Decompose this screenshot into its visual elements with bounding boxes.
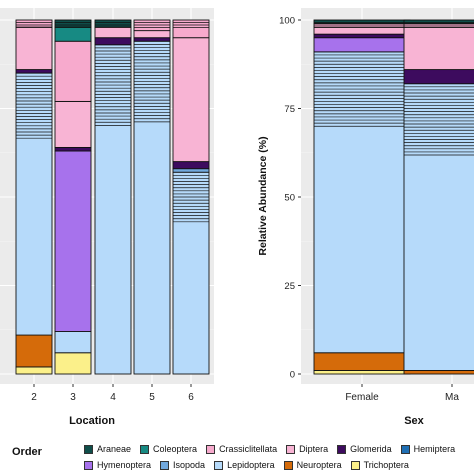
bar-segment-4-lepidoptera [94,44,132,375]
bar-segment-2-glomerida [15,69,53,74]
legend-swatch [84,460,93,470]
legend-swatch [350,460,360,470]
sex-chart: Female Ma 0 25 50 75 100 Relative Abundance (%)… [257,8,474,427]
bar-segment-female-diptera [313,26,411,35]
legend-item-araneae: Araneae [84,444,131,454]
x-axis-title: Location [69,415,115,427]
bar-segment-6-glomerida [172,161,210,170]
legend-label: Hemiptera [413,444,456,454]
legend-swatch [160,460,170,470]
bar-segment-4-araneae [94,19,132,28]
legend-label: Araneae [97,444,132,454]
bar-segment-2-crassiclitellata [15,19,53,28]
legend-label: Lepidoptera [227,460,275,470]
y-tick-label: 50 [284,193,295,204]
bar-segment-6-lepidoptera [172,171,210,375]
legend-label: Crassiclitellata [219,444,278,454]
legend-label: Isopoda [173,460,206,470]
x-tick-label: 3 [70,392,76,403]
legend-item-diptera: Diptera [286,444,328,454]
bar-segment-2-lepidoptera [15,72,53,336]
bar-segment-female-araneae [313,19,411,24]
bar-segment-3-glomerida [54,146,92,152]
bar-segment-5-diptera [133,30,171,39]
bar-segment-ma-diptera [403,26,474,71]
legend-label: Hymenoptera [97,460,152,470]
bar-segment-6-crassiclitellata [172,19,210,39]
bar-segment-3-diptera [54,100,92,148]
legend-label: Coleoptera [153,444,198,454]
legend-row-2: Hymenoptera Isopoda Lepidoptera Neuroptera T… [84,460,409,470]
bar-segment-3-coleoptera [54,26,92,42]
legend-label: Neuroptera [296,460,342,470]
bar-segment-3-hymenoptera [54,150,92,332]
y-tick-label: 75 [284,104,295,115]
legend-label: Glomerida [350,444,392,454]
x-tick-label: 2 [31,392,37,403]
bar-segment-3-trichoptera [54,352,92,375]
bar-segment-6-isopoda [172,168,210,173]
legend-swatch [400,444,410,454]
x-tick-label: 4 [110,392,116,403]
bar-segment-2-neuroptera [15,334,53,368]
x-tick-label: 6 [188,392,194,403]
y-tick-label: 0 [290,370,295,381]
bar-segment-2-diptera [15,26,53,71]
bar-segment-ma-glomerida [403,69,474,85]
bar-segment-4-diptera [94,26,132,39]
legend-item-hymenoptera: Hymenoptera [84,460,151,470]
legend-label: Diptera [299,444,329,454]
bar-segment-4-glomerida [94,37,132,46]
y-axis-title: Relative Abundance (%) [257,136,269,255]
legend-item-isopoda: Isopoda [160,460,205,470]
legend-item-glomerida: Glomerida [337,444,392,454]
y-tick-label: 100 [279,16,295,27]
legend-item-neuroptera: Neuroptera [283,460,342,470]
bar-segment-ma-lepidoptera [403,83,474,371]
bar-segment-ma-neuroptera [403,370,474,375]
location-chart: 2 3 4 5 6 Location [0,8,214,427]
bar-segment-female-trichoptera [313,370,411,375]
legend-swatch [214,460,224,470]
legend-swatch [206,444,216,454]
legend-item-hemiptera: Hemiptera [400,444,456,454]
x-tick-label: 5 [149,392,155,403]
legend-item-crassiclitellata: Crassiclitellata [206,444,277,454]
legend-item-lepidoptera: Lepidoptera [214,460,275,470]
bar-segment-5-glomerida [133,37,171,42]
legend-label: Trichoptera [363,460,409,470]
legend-swatch [84,444,93,454]
bar-segment-2-trichoptera [15,366,53,375]
legend-row-1: Araneae Coleoptera Crassiclitellata Diptera… [84,444,455,454]
legend-item-coleoptera: Coleoptera [140,444,197,454]
legend-swatch [283,460,293,470]
legend-item-trichoptera: Trichoptera [350,460,409,470]
bar-segment-ma-araneae [403,19,474,24]
bar-segment-female-hymenoptera [313,37,411,53]
bar-segment-6-diptera [172,37,210,163]
legend-swatch [140,444,150,454]
bar-segment-3-crassiclitellata [54,40,92,102]
bar-segment-3-araneae [54,19,92,28]
legend-title: Order [12,446,42,458]
bar-segment-female-glomerida [313,33,411,39]
legend-swatch [286,444,296,454]
x-axis-title: Sex [404,415,424,427]
x-tick-label: Female [345,392,379,403]
bar-segment-female-neuroptera [313,352,411,371]
legend: Order Araneae Coleoptera Crassiclitellata D… [0,438,474,474]
legend-swatch [337,444,347,454]
x-tick-label: Ma [445,392,459,403]
y-tick-label: 25 [284,281,295,292]
bar-segment-3-lepidoptera [54,331,92,354]
bar-segment-female-lepidoptera [313,51,411,354]
